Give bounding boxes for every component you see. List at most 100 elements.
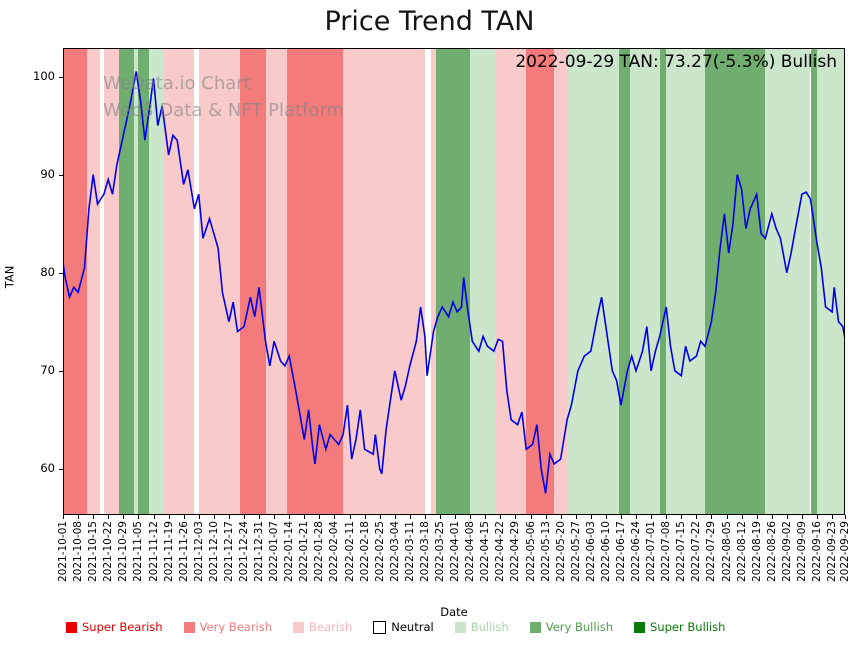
sentiment-band-bullish (666, 48, 705, 515)
x-tick-label: 2022-09-16 (811, 521, 823, 583)
legend-swatch-bullish (454, 621, 466, 633)
legend-label-neutral: Neutral (391, 620, 434, 634)
x-tick-label: 2021-10-15 (87, 521, 100, 583)
x-tick-label: 2022-02-18 (358, 521, 371, 583)
x-tick-label: 2021-12-03 (192, 521, 205, 583)
sentiment-band-bearish (496, 48, 527, 515)
x-tick-label: 2022-02-11 (343, 521, 356, 583)
latest-value-annotation: 2022-09-29 TAN: 73.27(-5.3%) Bullish (515, 52, 837, 72)
x-tick-mark (590, 515, 592, 519)
x-tick-mark (394, 515, 396, 519)
x-tick-label: 2021-12-24 (238, 521, 250, 583)
x-tick-label: 2022-01-07 (268, 521, 281, 583)
legend-label-very_bearish: Very Bearish (199, 620, 273, 634)
x-tick-label: 2022-07-01 (645, 521, 658, 583)
price-line-layer (63, 48, 845, 515)
x-tick-label: 2022-03-04 (388, 521, 401, 583)
sentiment-band-bearish (554, 48, 568, 515)
x-tick-mark (198, 515, 200, 519)
legend-item-bullish: Bullish (454, 620, 509, 634)
x-tick-mark (741, 515, 743, 519)
sentiment-band-bullish (567, 48, 619, 515)
x-tick-mark (621, 515, 622, 519)
x-tick-mark (575, 515, 577, 519)
x-tick-label: 2022-05-20 (554, 521, 567, 583)
x-tick-mark (289, 515, 291, 519)
legend-swatch-super_bullish (634, 621, 646, 633)
y-tick-mark (59, 76, 63, 78)
sentiment-band-neutral (424, 48, 432, 515)
x-tick-label: 2022-09-23 (826, 521, 839, 583)
legend-swatch-neutral (373, 620, 387, 634)
x-tick-mark (500, 515, 502, 519)
y-tick-label: 70 (40, 362, 55, 377)
x-tick-label: 2022-08-19 (750, 521, 763, 583)
x-tick-mark (530, 515, 532, 519)
x-tick-mark (771, 515, 773, 519)
sentiment-band-bullish (149, 48, 165, 515)
x-tick-label: 2022-03-11 (403, 521, 416, 583)
x-tick-label: 2022-09-29 (839, 521, 851, 583)
sentiment-band-bearish (164, 48, 195, 515)
x-tick-label: 2022-05-27 (569, 521, 582, 583)
sentiment-band-very_bullish (119, 48, 135, 515)
y-tick-mark (59, 272, 63, 274)
x-tick-label: 2022-05-06 (524, 521, 537, 583)
x-tick-label: 2022-07-08 (660, 521, 673, 583)
x-tick-label: 2022-06-10 (599, 521, 612, 583)
page-title: Price Trend TAN (324, 6, 535, 37)
x-tick-mark (424, 515, 426, 519)
x-tick-mark (786, 515, 788, 519)
sentiment-band-bullish (629, 48, 660, 515)
x-tick-label: 2022-04-22 (494, 521, 507, 583)
x-tick-mark (334, 515, 336, 519)
x-tick-mark (108, 515, 110, 519)
price-line (63, 72, 845, 494)
legend-swatch-very_bearish (183, 621, 195, 633)
x-tick-mark (63, 515, 64, 519)
x-tick-mark (455, 515, 457, 519)
x-tick-mark (801, 515, 803, 519)
y-axis-label: TAN (2, 265, 17, 289)
x-tick-mark (440, 515, 441, 519)
y-tick-label: 100 (33, 68, 55, 83)
x-tick-label: 2022-06-24 (630, 521, 642, 583)
sentiment-band-bullish (470, 48, 497, 515)
x-tick-label: 2022-01-21 (298, 521, 311, 583)
y-tick-mark (59, 174, 63, 176)
legend-item-super_bearish: Super Bearish (66, 620, 163, 634)
sentiment-band-very_bearish (63, 48, 87, 515)
x-tick-mark (349, 515, 351, 519)
x-tick-label: 2022-08-26 (765, 521, 778, 583)
x-tick-mark (228, 515, 230, 519)
x-tick-mark (274, 515, 276, 519)
x-tick-label: 2022-06-03 (584, 521, 597, 583)
x-tick-label: 2022-01-14 (283, 521, 296, 583)
sentiment-band-very_bullish (659, 48, 667, 515)
x-tick-mark (153, 515, 155, 519)
legend-item-bearish: Bearish (293, 620, 352, 634)
x-tick-mark (168, 515, 170, 519)
x-axis-label: Date (440, 605, 468, 619)
sentiment-band-bearish (103, 48, 119, 515)
y-tick-label: 80 (40, 264, 55, 279)
sentiment-band-very_bearish (239, 48, 266, 515)
x-tick-label: 2022-04-08 (464, 521, 477, 583)
x-tick-label: 2021-11-12 (147, 521, 160, 583)
legend-swatch-super_bearish (66, 621, 77, 633)
sentiment-band-very_bullish (138, 48, 150, 515)
x-tick-label: 2022-01-28 (313, 521, 326, 583)
legend-label-very_bullish: Very Bullish (545, 620, 614, 634)
x-tick-label: 2022-08-05 (720, 521, 733, 583)
legend-label-super_bullish: Super Bullish (650, 620, 726, 634)
x-tick-label: 2022-09-02 (780, 521, 793, 583)
x-tick-mark (726, 515, 728, 519)
sentiment-band-very_bearish (287, 48, 343, 515)
sentiment-band-very_bullish (705, 48, 766, 515)
x-tick-mark (364, 515, 366, 519)
sentiment-bands-layer (63, 48, 845, 515)
x-tick-mark (560, 515, 562, 519)
x-tick-label: 2022-04-29 (509, 521, 522, 583)
x-tick-mark (756, 515, 758, 519)
